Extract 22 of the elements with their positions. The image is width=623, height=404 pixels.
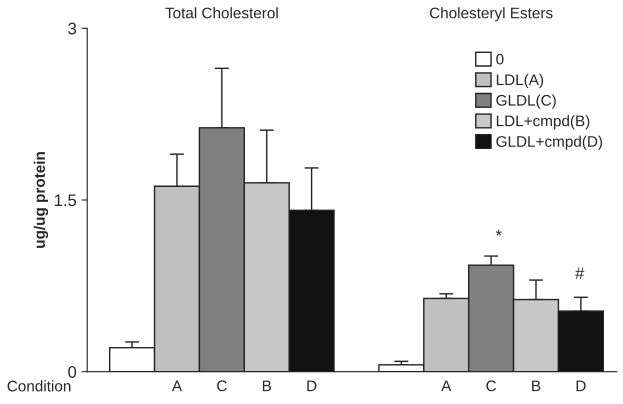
x-tick-label: B bbox=[532, 380, 540, 392]
legend-label: LDL(A) bbox=[496, 74, 544, 88]
legend-label: GLDL(C) bbox=[496, 94, 556, 109]
x-tick-label: B bbox=[262, 380, 272, 392]
legend-label: LDL+cmpd(B) bbox=[496, 115, 590, 130]
x-tick-label: C bbox=[217, 380, 227, 392]
y-tick-label: 1.5 bbox=[54, 194, 76, 206]
x-tick-label: D bbox=[307, 380, 316, 392]
annotation: * bbox=[496, 230, 502, 236]
legend-label: 0 bbox=[496, 54, 504, 65]
legend-label: GLDL+cmpd(D) bbox=[496, 136, 602, 150]
text: Cholesteryl Esters bbox=[430, 7, 553, 22]
y-tick-label: 0 bbox=[68, 366, 76, 378]
x-axis-title: Condition bbox=[8, 380, 70, 392]
x-tick-label: A bbox=[172, 380, 182, 392]
text: Total Cholesterol bbox=[165, 7, 278, 18]
x-tick-label: A bbox=[441, 380, 452, 392]
x-tick-label: C bbox=[486, 380, 496, 392]
annotation: # bbox=[575, 268, 584, 279]
x-tick-label: D bbox=[576, 380, 586, 392]
y-tick-label: 3 bbox=[68, 22, 76, 34]
y-axis-title: ug/ug protein bbox=[34, 152, 48, 248]
